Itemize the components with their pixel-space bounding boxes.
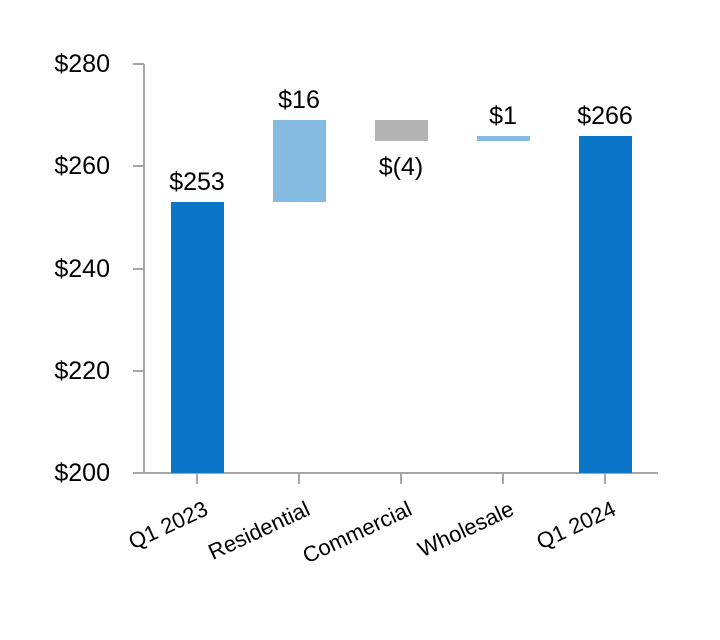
y-tick-label-280: $280 (54, 50, 110, 78)
y-tick-label-220: $220 (54, 356, 110, 385)
x-tick-residential (298, 473, 300, 484)
y-tick-260 (133, 165, 144, 168)
x-tick-wholesale (502, 473, 504, 484)
x-tick-commercial (400, 473, 402, 484)
y-tick-240 (133, 267, 144, 270)
bar-residential (272, 120, 326, 203)
bar-value-label-q1-2024: $266 (577, 101, 633, 130)
bar-q1-2023 (170, 202, 224, 473)
y-tick-label-260: $260 (54, 152, 110, 181)
x-axis-line (133, 472, 658, 474)
x-tick-q1-2023 (196, 473, 198, 484)
bar-q1-2024 (578, 135, 632, 473)
bar-wholesale (476, 135, 530, 141)
y-axis-line (143, 64, 145, 474)
y-tick-280 (133, 63, 144, 65)
bar-commercial (374, 120, 428, 141)
bar-value-label-q1-2023: $253 (169, 168, 225, 197)
bar-value-label-commercial: $(4) (378, 152, 424, 181)
y-tick-label-240: $240 (54, 254, 110, 283)
y-tick-200 (133, 472, 144, 474)
x-tick-q1-2024 (604, 473, 606, 484)
bar-value-label-residential: $16 (278, 86, 320, 115)
y-tick-label-200: $200 (54, 459, 110, 487)
bar-value-label-wholesale: $1 (489, 101, 517, 130)
y-tick-220 (133, 369, 144, 372)
